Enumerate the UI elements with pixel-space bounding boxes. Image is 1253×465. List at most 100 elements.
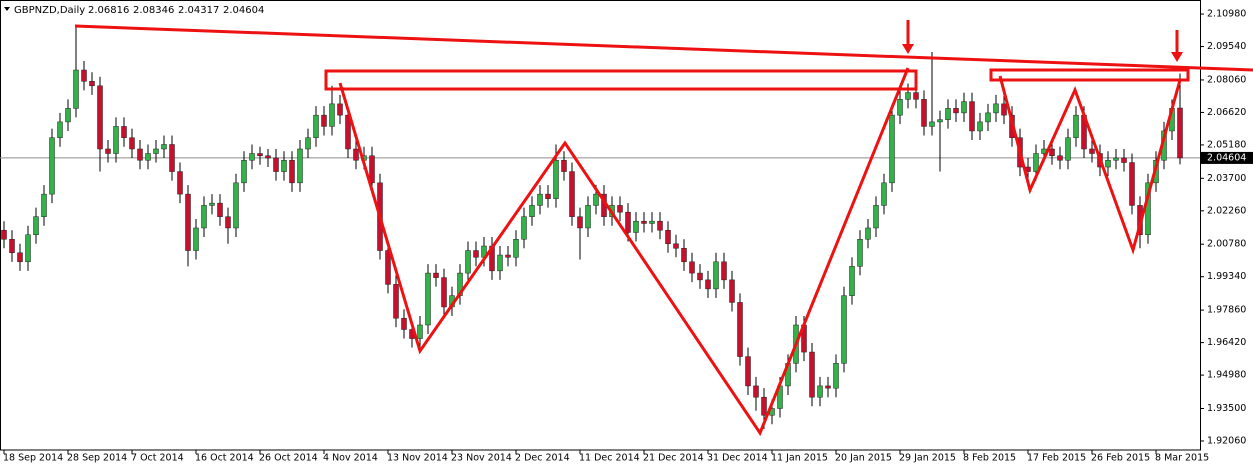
x-tick-label: 4 Nov 2014 <box>323 453 378 464</box>
resistance-zone <box>324 69 918 91</box>
price-label: 2.04604 <box>1207 152 1246 163</box>
x-tick-label: 13 Nov 2014 <box>387 453 448 464</box>
x-tick-label: 28 Sep 2014 <box>67 453 127 464</box>
candle-body <box>993 103 999 114</box>
x-tick-label: 8 Feb 2015 <box>963 453 1016 464</box>
candle-body <box>177 171 183 195</box>
candle-body <box>329 103 335 127</box>
candle-body <box>9 238 15 254</box>
candle-body <box>73 69 79 109</box>
candle-body <box>1065 137 1071 161</box>
candle-body <box>825 385 831 389</box>
y-tick-label: 2.10980 <box>1207 9 1246 20</box>
candle-body <box>913 92 919 100</box>
candle-body <box>201 205 207 229</box>
candle-body <box>593 193 599 206</box>
y-tick-label: 1.94980 <box>1207 370 1246 381</box>
candle-body <box>401 317 407 330</box>
zigzag-pattern <box>338 67 910 437</box>
candle-body <box>105 148 111 154</box>
candle-body <box>1113 157 1119 161</box>
candle-body <box>97 85 103 150</box>
candle-body <box>313 114 319 138</box>
candle-body <box>641 220 647 224</box>
candle-body <box>521 216 527 240</box>
arrow-head <box>902 44 914 54</box>
x-tick-label: 26 Oct 2014 <box>259 453 318 464</box>
header-icon <box>4 7 10 11</box>
candle-body <box>137 148 143 161</box>
candle-body <box>193 227 199 251</box>
y-tick-label: 2.05180 <box>1207 139 1246 150</box>
candle-body <box>369 155 375 184</box>
candle-body <box>241 160 247 184</box>
x-tick-label: 2 Dec 2014 <box>515 453 570 464</box>
y-tick-label: 1.97860 <box>1207 305 1246 316</box>
open-value: 2.06816 <box>88 5 129 16</box>
candle-body <box>953 108 959 114</box>
candle-body <box>33 216 39 235</box>
candle-body <box>1129 162 1135 206</box>
x-tick-label: 18 Sep 2014 <box>3 453 63 464</box>
candle-body <box>705 279 711 290</box>
y-tick-label: 2.00780 <box>1207 239 1246 250</box>
candle-body <box>297 148 303 184</box>
candle-body <box>969 101 975 132</box>
candle-body <box>1057 155 1063 161</box>
candle-body <box>937 119 943 123</box>
candle-body <box>745 356 751 387</box>
candle-body <box>209 202 215 206</box>
candle-body <box>1177 107 1183 159</box>
candle-body <box>897 99 903 116</box>
candle-body <box>985 112 991 123</box>
candle-body <box>929 121 935 127</box>
y-tick-label: 1.99340 <box>1207 271 1246 282</box>
candle-body <box>1073 114 1079 138</box>
candle-body <box>385 250 391 285</box>
candle-body <box>753 385 759 398</box>
candle-body <box>153 148 159 154</box>
candle-body <box>737 302 743 357</box>
candle-body <box>945 108 951 120</box>
candle-body <box>817 385 823 398</box>
candle-body <box>185 193 191 251</box>
candle-body <box>977 121 983 132</box>
candle-body <box>833 363 839 389</box>
candle-body <box>673 243 679 249</box>
candle-body <box>393 284 399 319</box>
candle-body <box>273 157 279 172</box>
candle-body <box>889 114 895 184</box>
candle-body <box>497 254 503 272</box>
resistance-zone <box>989 68 1190 82</box>
candle-body <box>881 182 887 206</box>
candle-body <box>169 144 175 172</box>
candle-body <box>617 205 623 213</box>
candle-body <box>865 227 871 240</box>
candle-body <box>713 261 719 290</box>
trend-line <box>74 24 1253 72</box>
chart-title: GBPNZD,Daily <box>14 5 85 16</box>
candle-body <box>257 153 263 157</box>
y-tick-label: 2.02260 <box>1207 205 1246 216</box>
x-tick-label: 29 Jan 2015 <box>899 453 956 464</box>
candle-body <box>17 252 23 263</box>
candle-body <box>353 148 359 161</box>
x-tick-label: 23 Nov 2014 <box>451 453 512 464</box>
candle-body <box>1121 157 1127 163</box>
candle-body <box>89 81 95 87</box>
candle-body <box>225 216 231 229</box>
arrow-head <box>1171 52 1183 62</box>
y-tick-label: 1.96420 <box>1207 337 1246 348</box>
x-tick-label: 11 Dec 2014 <box>579 453 640 464</box>
candle-body <box>849 266 855 296</box>
chart-header: GBPNZD,Daily 2.06816 2.08346 2.04317 2.0… <box>4 5 264 16</box>
candle-body <box>345 114 351 150</box>
candle-body <box>809 351 815 398</box>
candle-body <box>281 160 287 172</box>
x-tick-label: 16 Oct 2014 <box>195 453 254 464</box>
candle-body <box>553 160 559 199</box>
plot-frame <box>0 0 1201 451</box>
x-tick-label: 31 Dec 2014 <box>707 453 768 464</box>
x-tick-label: 7 Oct 2014 <box>131 453 184 464</box>
